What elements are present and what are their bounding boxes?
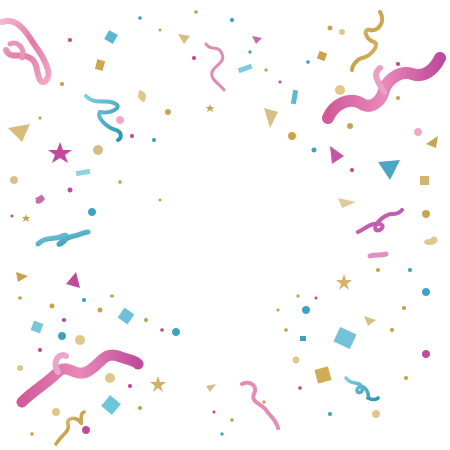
teal-square-bottom-left [30,320,44,334]
pink-triangle-top [252,36,262,44]
gold-star-small-top [206,104,214,112]
teal-ribbon-bottom-right [344,376,380,402]
pink-ribbon-bottom-left-large [16,349,144,408]
teal-square-far-right [420,176,429,185]
gold-ribbon-bottom-left [54,410,86,446]
gold-square-top-right [316,50,328,62]
pink-ribbon-top-right-fold [373,65,387,95]
gold-oval-right [424,239,436,245]
gold-oval-top-left [138,90,146,102]
magenta-triangle-right [330,146,344,164]
gold-star-small-left [22,214,30,222]
teal-square-bottom-center-left [101,395,121,415]
gold-triangle-left-edge [16,272,28,282]
teal-rect-left [75,168,91,177]
magenta-ribbon-mid-right [356,208,404,234]
teal-square-top [104,30,118,44]
gold-triangle-mid-right [338,198,356,208]
teal-rect-top-center [237,63,253,74]
gold-triangle-bottom-center [206,384,216,392]
gold-star-right [336,274,352,290]
pink-ribbon-bottom-left-fold [52,352,69,375]
teal-rect-bottom-right [333,326,357,350]
pink-ribbon-top-center [204,42,226,92]
gold-triangle-upper-center-right [264,108,278,128]
pink-ribbon-bottom-center [240,380,280,430]
magenta-triangle-mid-left [66,272,80,288]
pink-ribbon-small-right [367,251,389,259]
teal-rect-top-right [290,89,299,105]
magenta-star-left [48,142,72,163]
pink-oval-left [35,196,45,204]
gold-triangle-top-center [178,34,190,44]
teal-square-bottom-left-2 [117,307,135,325]
teal-triangle-right [378,160,400,180]
gold-square-top [94,59,106,71]
teal-ribbon-upper-left [84,94,123,142]
gold-ribbon-top-right [350,10,385,72]
gold-star-bottom [150,376,166,392]
gold-triangle-far-right [426,136,438,148]
teal-ribbon-mid-left [35,229,91,247]
teal-rect-bottom-right-small [300,336,306,341]
gold-square-bottom-right [314,366,332,384]
gold-triangle-left [8,124,30,142]
pink-ribbon-top-left-curl [7,40,26,61]
pink-ribbon-top-left [0,18,52,85]
gold-triangle-bottom-right [364,316,376,326]
